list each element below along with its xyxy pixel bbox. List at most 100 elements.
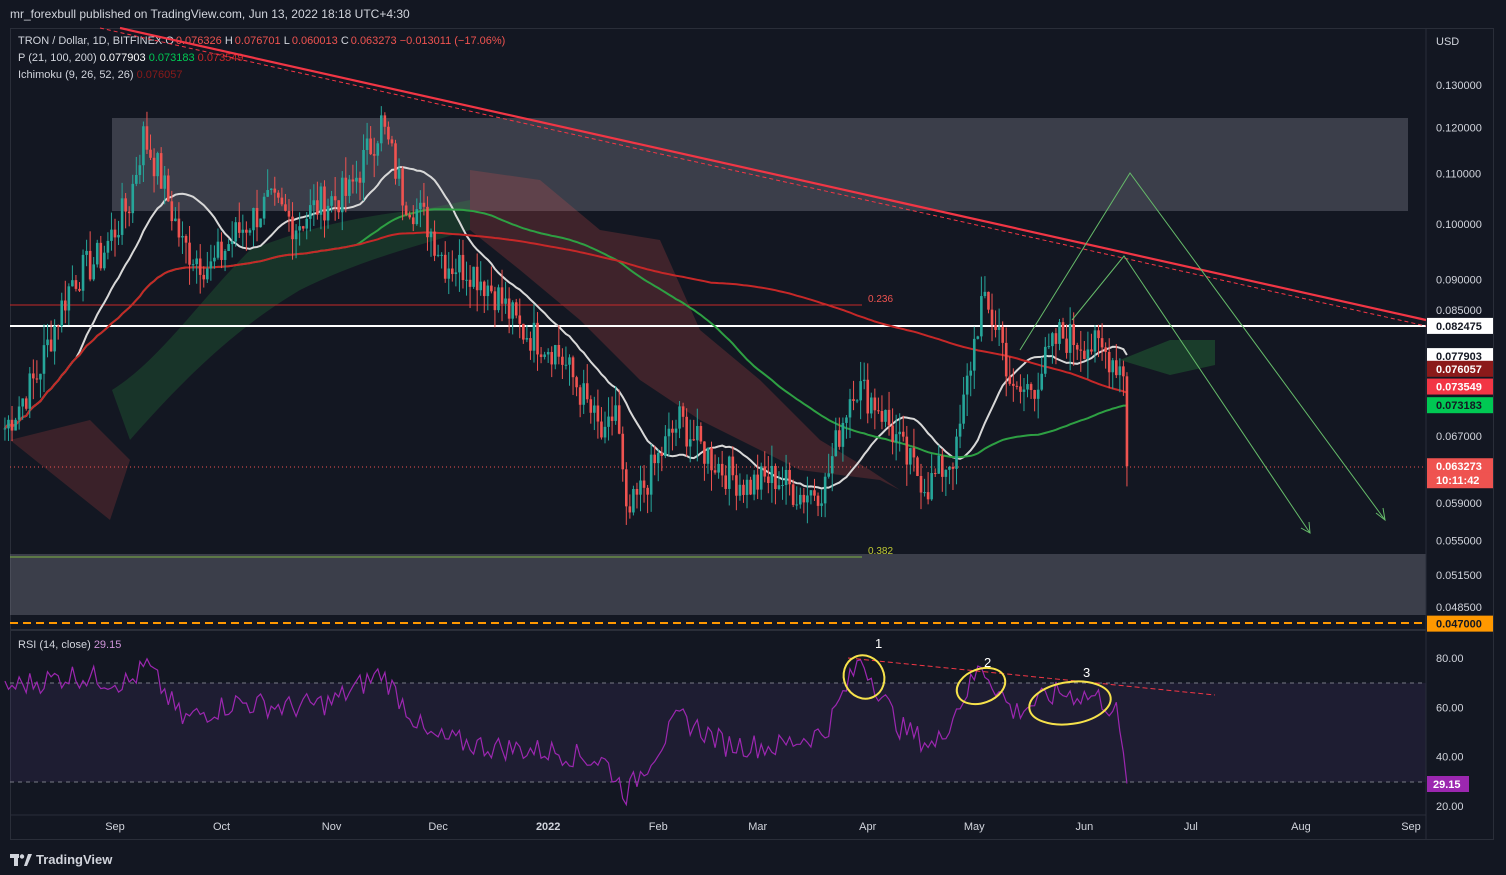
candle-body [127, 211, 131, 214]
candle-body [387, 126, 390, 140]
candle-body [1104, 347, 1107, 353]
candle-body [596, 405, 600, 422]
candle-body [497, 287, 500, 311]
candle-body [557, 344, 561, 357]
candle-body [404, 205, 408, 215]
candle-body [763, 466, 767, 477]
candle-body [319, 186, 323, 215]
resistance-zone [112, 118, 1408, 211]
candle-body [252, 207, 255, 231]
ma-legend[interactable]: P (21, 100, 200) 0.077903 0.073183 0.073… [18, 52, 244, 64]
candle-body [337, 200, 340, 213]
high-value: 0.076701 [234, 35, 281, 47]
candle-body [1107, 352, 1111, 373]
candle-body [287, 210, 291, 217]
price-badge-text-4: 0.073183 [1436, 400, 1482, 412]
candle-body [28, 373, 32, 409]
candle-body [42, 345, 46, 374]
price-badge-text-1: 0.077903 [1436, 351, 1482, 363]
candlesticks [3, 106, 1129, 525]
time-label-2: Nov [322, 821, 342, 833]
chart-frame [10, 28, 1494, 840]
tradingview-logo[interactable]: TradingView [10, 844, 112, 875]
candle-body [980, 296, 983, 337]
fib-236-label: 0.236 [868, 294, 893, 305]
candle-body [195, 258, 198, 265]
candle-body [21, 398, 24, 407]
time-axis-labels[interactable]: Sep Oct Nov Dec 2022 Feb Mar Apr May Jun Jul Aug Sep [105, 821, 1421, 833]
candle-body [344, 177, 348, 196]
candle-body [642, 480, 646, 488]
candle-body [120, 198, 124, 235]
candle-body [53, 325, 56, 352]
ma200-line[interactable] [4, 231, 1128, 430]
candle-body [859, 381, 862, 401]
price-tick-2: 0.110000 [1436, 168, 1481, 180]
candle-body [486, 285, 490, 297]
candle-body [621, 433, 625, 470]
candle-body [262, 196, 266, 219]
candle-body [624, 469, 628, 507]
ma21-line[interactable] [4, 166, 1128, 490]
candle-body [294, 230, 298, 240]
price-badge-1 [1427, 348, 1493, 365]
rsi-axis-ticks[interactable]: 80.00 60.00 40.00 20.00 [1436, 653, 1464, 813]
candle-body [117, 234, 120, 238]
candle-body [951, 466, 955, 469]
publisher-bar: mr_forexbull published on TradingView.co… [0, 0, 1506, 28]
ichimoku-legend[interactable]: Ichimoku (9, 26, 52, 26) 0.076057 [18, 69, 183, 81]
candle-body [664, 436, 667, 457]
candle-body [678, 406, 681, 429]
descending-trendline-dashed[interactable] [99, 27, 1427, 327]
candle-body [475, 266, 479, 291]
rsi-line[interactable] [4, 657, 1128, 807]
rsi-circle-2[interactable] [952, 661, 1011, 710]
candle-body [742, 484, 745, 495]
time-label-6: Mar [748, 821, 767, 833]
candle-body [777, 485, 781, 490]
candle-body [735, 475, 738, 496]
projection-arrow-outer[interactable] [1019, 172, 1386, 521]
candle-body [206, 268, 209, 280]
moving-averages [4, 166, 1128, 490]
candle-body [266, 190, 269, 197]
rsi-circle-1[interactable] [837, 649, 892, 706]
candle-body [188, 242, 191, 265]
candle-body [649, 454, 653, 495]
candle-body [962, 394, 965, 424]
candle-body [152, 157, 156, 177]
candle-body [1051, 333, 1054, 347]
projection-arrow-inner[interactable] [1071, 255, 1311, 534]
candle-body [507, 298, 511, 319]
price-tick-1: 0.120000 [1436, 122, 1482, 134]
candle-body [838, 430, 841, 447]
price-tick-10: 0.048500 [1436, 602, 1482, 614]
candle-body [997, 326, 1001, 330]
candle-body [383, 115, 387, 127]
price-axis-ticks[interactable]: 0.130000 0.120000 0.110000 0.100000 0.090000… [1436, 80, 1482, 614]
time-label-0: Sep [105, 821, 125, 833]
rsi-legend[interactable]: RSI (14, close) 29.15 [18, 639, 121, 651]
candle-body [1001, 326, 1004, 343]
candle-body [724, 475, 728, 489]
candle-body [546, 352, 550, 355]
descending-trendline[interactable] [119, 26, 1427, 322]
candle-body [326, 205, 330, 221]
time-label-3: Dec [428, 821, 448, 833]
rsi-circle-3[interactable] [1026, 676, 1113, 729]
candle-body [10, 419, 14, 431]
candle-body [32, 373, 35, 379]
candle-body [681, 406, 685, 417]
rsi-divergence-line[interactable] [847, 657, 1216, 696]
candle-body [234, 222, 238, 242]
candle-body [301, 226, 305, 229]
candle-body [834, 430, 838, 457]
candle-body [632, 488, 635, 513]
candle-body [1075, 345, 1079, 350]
candle-body [720, 463, 724, 476]
candle-body [394, 143, 397, 179]
candle-body [145, 126, 149, 150]
candle-body [369, 138, 372, 155]
